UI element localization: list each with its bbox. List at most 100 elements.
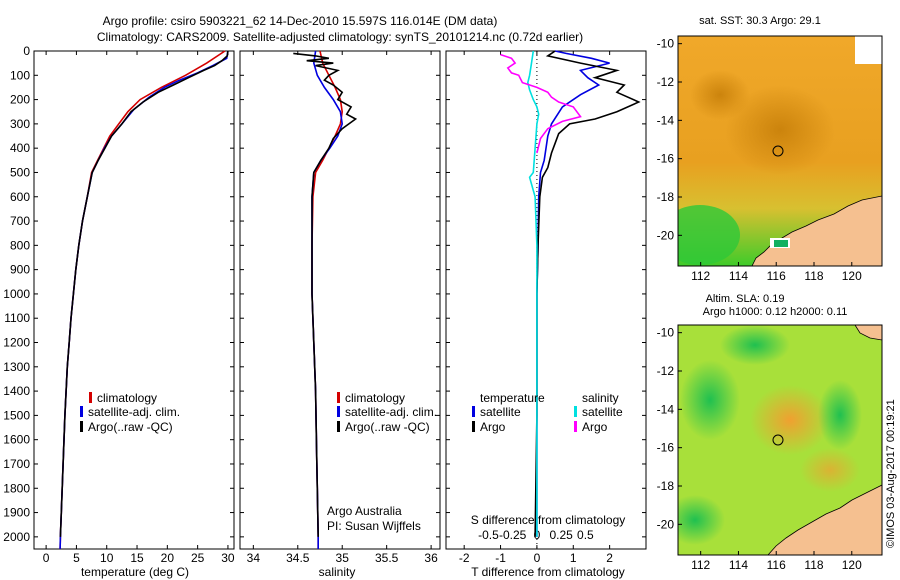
legend-label-argo: Argo(..raw -QC)	[88, 420, 173, 434]
lon-tick-label: 116	[767, 558, 786, 572]
depth-tick-label: 100	[10, 68, 30, 82]
lat-tick-label: -12	[657, 364, 675, 378]
imos-stamp: ©IMOS 03-Aug-2017 00:19:21	[885, 399, 897, 548]
depth-tick-label: 800	[10, 238, 30, 252]
legend-label-satellite: satellite-adj. clim.	[345, 405, 437, 419]
x-tick-label: 5	[73, 551, 80, 565]
salinity-series	[293, 50, 358, 549]
sla-high-core	[750, 385, 830, 455]
lon-tick-label: 118	[804, 269, 823, 283]
difference-xlabel-top: S difference from climatology	[471, 513, 626, 527]
sst-warm-patch	[690, 70, 750, 120]
depth-tick-label: 1800	[3, 481, 30, 495]
sla-low-east	[818, 380, 862, 450]
source-annotation-line-1: Argo Australia	[327, 504, 402, 518]
depth-tick-label: 1300	[3, 360, 30, 374]
lon-tick-label: 112	[691, 558, 710, 572]
legend-label-satellite: satellite-adj. clim.	[88, 405, 180, 419]
lat-tick-label: -10	[657, 37, 675, 51]
salinity-legend: climatology satellite-adj. clim. Argo(..…	[327, 391, 437, 533]
sla-low-west	[680, 360, 740, 440]
s-tick-label: -0.25	[499, 528, 527, 542]
series-line-climatology	[59, 50, 226, 550]
depth-tick-label: 300	[10, 117, 30, 131]
legend-swatch-t-satellite	[472, 406, 475, 417]
lat-tick-label: -16	[657, 441, 675, 455]
lon-tick-label: 120	[842, 269, 862, 283]
depth-tick-label: 1500	[3, 408, 30, 422]
sst-land	[751, 195, 882, 266]
x-tick-label: 25	[191, 551, 205, 565]
series-line-s-satellite	[526, 50, 540, 537]
legend-label-s-satellite: satellite	[582, 405, 623, 419]
series-line-argo-raw-qc-	[293, 52, 358, 537]
lat-tick-label: -12	[657, 75, 675, 89]
lat-tick-label: -16	[657, 152, 675, 166]
depth-tick-label: 0	[23, 44, 30, 58]
sla-land	[767, 484, 882, 555]
legend-swatch-climatology	[337, 392, 340, 403]
depth-tick-label: 2000	[3, 530, 30, 544]
lat-tick-label: -20	[657, 228, 675, 242]
legend-swatch-s-argo	[574, 421, 577, 432]
salinity-x-axis: 34 34.5 35 35.5 36	[247, 51, 438, 565]
temperature-legend: climatology satellite-adj. clim. Argo(..…	[80, 391, 180, 434]
x-tick-label: 0	[534, 551, 541, 565]
lat-tick-label: -10	[657, 326, 675, 340]
sst-map-title: sat. SST: 30.3 Argo: 29.1	[699, 15, 821, 27]
difference-series	[500, 50, 641, 537]
sla-map-subtitle: Argo h1000: 0.12 h2000: 0.11	[703, 306, 848, 318]
sla-high-patch	[800, 448, 860, 492]
difference-panel-frame	[445, 50, 647, 550]
sla-map-axes: 112 114 116 118 120 -10 -12 -14 -16 -18 -20	[657, 326, 862, 572]
legend-label-climatology: climatology	[345, 391, 405, 405]
sla-map-frame	[677, 324, 883, 556]
temperature-panel-frame	[33, 50, 235, 550]
legend-swatch-argo	[80, 421, 83, 432]
salinity-xlabel: salinity	[319, 565, 356, 579]
depth-tick-label: 1600	[3, 433, 30, 447]
lat-tick-label: -18	[657, 479, 675, 493]
x-tick-label: 0	[43, 551, 50, 565]
depth-tick-label: 1100	[4, 311, 30, 325]
depth-tick-label: 900	[10, 263, 30, 277]
lon-tick-label: 118	[804, 558, 823, 572]
legend-swatch-t-argo	[472, 421, 475, 432]
source-annotation-line-2: PI: Susan Wijffels	[327, 519, 421, 533]
lon-tick-label: 116	[767, 269, 786, 283]
x-tick-label: -1	[495, 551, 506, 565]
salinity-panel-frame	[239, 50, 441, 550]
sla-map	[678, 325, 882, 555]
sst-coastal-patch	[774, 240, 788, 247]
depth-tick-label: 1700	[3, 457, 30, 471]
title-line-2: Climatology: CARS2009. Satellite-adjuste…	[97, 30, 583, 44]
sla-map-title: Altim. SLA: 0.19	[706, 293, 785, 305]
depth-tick-label: 600	[10, 190, 30, 204]
depth-tick-label: 500	[10, 165, 30, 179]
depth-tick-label: 1400	[3, 384, 30, 398]
legend-header-temperature: temperature	[480, 391, 545, 405]
lon-tick-label: 112	[691, 269, 710, 283]
x-tick-label: 36	[424, 551, 438, 565]
legend-label-argo: Argo(..raw -QC)	[345, 420, 430, 434]
series-line-t-argo	[534, 50, 641, 537]
x-tick-label: 20	[161, 551, 175, 565]
sla-land-north	[854, 325, 882, 341]
sla-low-north	[720, 325, 790, 365]
sla-argo-marker	[772, 434, 784, 446]
legend-label-t-satellite: satellite	[480, 405, 521, 419]
legend-swatch-s-satellite	[574, 406, 577, 417]
legend-swatch-argo	[337, 421, 340, 432]
x-tick-label: 1	[570, 551, 577, 565]
title-line-1: Argo profile: csiro 5903221_62 14-Dec-20…	[103, 14, 498, 28]
s-tick-label: 0.5	[577, 528, 594, 542]
sla-low-southwest	[678, 495, 725, 545]
temperature-xlabel: temperature (deg C)	[81, 565, 189, 579]
series-line-argo-raw-qc-	[59, 50, 229, 537]
depth-axis: 0 100 200 300 400 500 600 700 800 900 1000 1100 1200…	[3, 44, 646, 544]
sst-argo-marker	[772, 145, 784, 157]
depth-tick-label: 200	[10, 93, 30, 107]
legend-label-climatology: climatology	[97, 391, 157, 405]
x-tick-label: 2	[606, 551, 613, 565]
s-tick-label: 0.25	[549, 528, 573, 542]
